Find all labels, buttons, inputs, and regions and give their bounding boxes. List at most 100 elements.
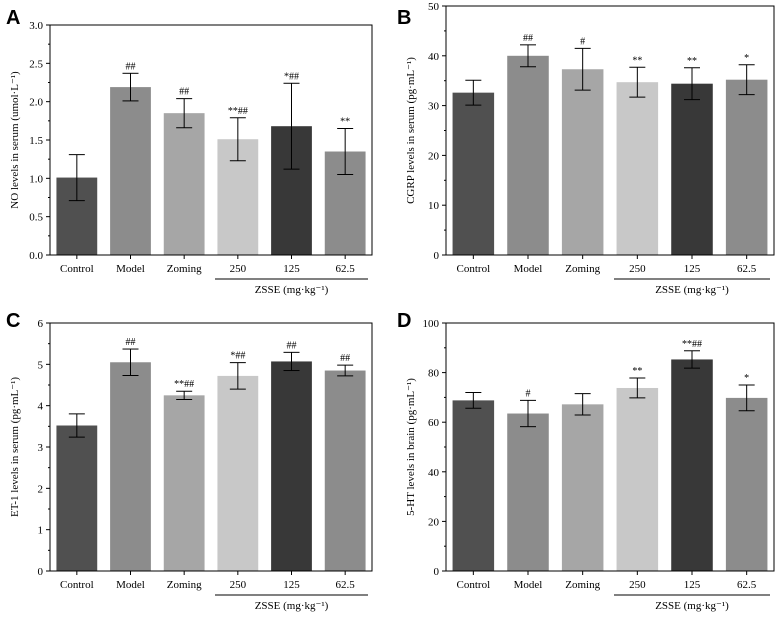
significance-label: **	[687, 56, 697, 67]
bar-62.5	[725, 79, 768, 255]
plot-frame	[49, 24, 373, 256]
bar-Model	[110, 362, 151, 571]
significance-label: ##	[340, 353, 350, 364]
bar-125	[671, 83, 713, 255]
significance-label: *	[744, 53, 749, 64]
panel-letter: B	[397, 7, 411, 29]
y-tick-label: 30	[428, 101, 440, 113]
y-axis-title: ET-1 levels in serum (pg·mL⁻¹)	[9, 377, 21, 517]
significance-label: **	[340, 117, 350, 128]
bar-125	[671, 359, 713, 571]
y-tick-label: 0	[434, 566, 440, 578]
x-tick-label: 125	[283, 579, 300, 591]
bar-Model	[507, 55, 549, 255]
y-tick-label: 10	[428, 200, 440, 212]
bar-250	[616, 82, 659, 255]
panel-letter: D	[397, 310, 411, 332]
y-tick-label: 0.5	[29, 212, 43, 224]
y-axis-title: CGRP levels in serum (pg·mL⁻¹)	[405, 57, 417, 204]
significance-label: *##	[284, 71, 299, 82]
bar-Model	[507, 413, 549, 571]
significance-label: **##	[174, 379, 194, 390]
y-tick-label: 50	[428, 1, 440, 13]
bar-125	[271, 361, 312, 571]
bar-Control	[56, 425, 98, 571]
x-tick-label: 125	[283, 263, 300, 275]
bar-250	[217, 375, 259, 571]
significance-label: #	[580, 36, 585, 47]
y-tick-label: 40	[428, 51, 440, 63]
plot-frame	[49, 322, 373, 572]
x-tick-label: Model	[514, 263, 543, 275]
y-tick-label: 0.0	[29, 250, 43, 262]
bar-Control	[452, 400, 495, 571]
bar-Zoming	[163, 395, 205, 571]
y-tick-label: 20	[428, 516, 440, 528]
y-tick-label: 20	[428, 150, 440, 162]
significance-label: **##	[682, 339, 702, 350]
x-tick-label: Control	[60, 263, 94, 275]
x-tick-label: 125	[684, 263, 701, 275]
significance-label: ##	[523, 33, 533, 44]
significance-label: *##	[230, 351, 245, 362]
bar-Zoming	[163, 113, 205, 256]
significance-label: #	[526, 388, 531, 399]
x-tick-label: 62.5	[737, 263, 757, 275]
group-label: ZSSE (mg·kg⁻¹)	[255, 600, 329, 612]
bar-Zoming	[561, 69, 604, 255]
y-tick-label: 100	[423, 318, 440, 330]
panel-letter: A	[6, 7, 20, 29]
x-tick-label: Zoming	[565, 263, 600, 275]
x-tick-label: 62.5	[336, 579, 356, 591]
significance-label: ##	[179, 87, 189, 98]
plot-frame	[445, 322, 775, 572]
bar-Model	[110, 87, 151, 255]
significance-label: **	[632, 55, 642, 66]
y-tick-label: 2	[38, 483, 44, 495]
y-tick-label: 2.0	[29, 97, 43, 109]
y-tick-label: 0	[38, 566, 44, 578]
y-tick-label: 1.0	[29, 173, 43, 185]
bar-Zoming	[561, 404, 604, 571]
x-tick-label: 62.5	[737, 579, 757, 591]
significance-label: **	[632, 366, 642, 377]
x-tick-label: Model	[116, 579, 145, 591]
y-tick-label: 80	[428, 368, 440, 380]
x-tick-label: Model	[514, 579, 543, 591]
x-tick-label: Control	[457, 263, 491, 275]
x-tick-label: Model	[116, 263, 145, 275]
significance-label: ##	[287, 340, 297, 351]
x-tick-label: 62.5	[336, 263, 356, 275]
significance-label: ##	[126, 337, 136, 348]
x-tick-label: 125	[684, 579, 701, 591]
x-tick-label: 250	[230, 263, 247, 275]
group-label: ZSSE (mg·kg⁻¹)	[655, 284, 729, 296]
y-tick-label: 6	[38, 318, 44, 330]
y-tick-label: 40	[428, 467, 440, 479]
panel-d: D Control # Model Zoming ** 250 **## 125 * 62.5 0 20…	[397, 310, 775, 612]
y-tick-label: 1.5	[29, 135, 43, 147]
x-tick-label: Zoming	[565, 579, 600, 591]
significance-label: *	[744, 373, 749, 384]
significance-label: **##	[228, 106, 248, 117]
group-label: ZSSE (mg·kg⁻¹)	[255, 284, 329, 296]
y-tick-label: 4	[38, 401, 44, 413]
panel-letter: C	[6, 310, 20, 332]
y-axis-title: 5-HT levels in brain (pg·mL⁻¹)	[405, 378, 417, 516]
x-tick-label: 250	[629, 263, 646, 275]
y-tick-label: 60	[428, 417, 440, 429]
x-tick-label: 250	[629, 579, 646, 591]
group-label: ZSSE (mg·kg⁻¹)	[655, 600, 729, 612]
bar-250	[616, 387, 659, 571]
y-tick-label: 3.0	[29, 20, 43, 32]
bar-Control	[452, 92, 495, 255]
x-tick-label: Zoming	[167, 263, 202, 275]
panel-c: CControl##Model**##Zoming*##250##125##62…	[6, 310, 373, 612]
significance-label: ##	[126, 61, 136, 72]
bar-62.5	[324, 370, 366, 571]
bar-62.5	[725, 397, 768, 571]
x-tick-label: 250	[230, 579, 247, 591]
plot-frame	[445, 5, 775, 256]
y-tick-label: 1	[38, 525, 44, 537]
